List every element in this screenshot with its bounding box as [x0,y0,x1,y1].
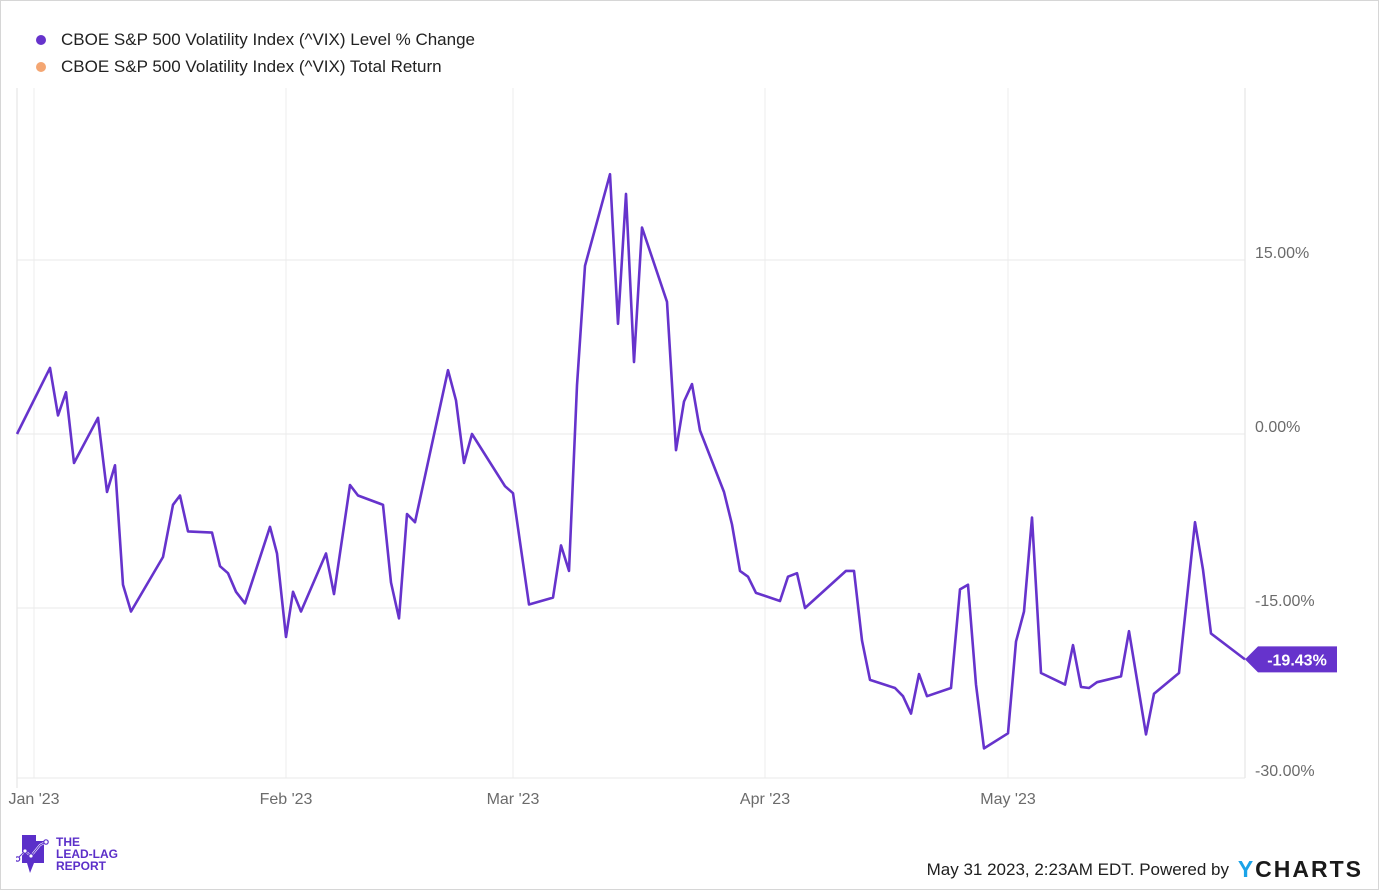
legend-dot-icon [36,34,46,45]
y-axis: 15.00% 0.00% -15.00% -30.00% [1255,245,1315,780]
legend-item-total-return[interactable]: CBOE S&P 500 Volatility Index (^VIX) Tot… [36,53,475,80]
y-tick-label: -15.00% [1255,593,1315,610]
legend-item-level-change[interactable]: CBOE S&P 500 Volatility Index (^VIX) Lev… [36,26,475,53]
x-tick-label: Feb '23 [260,791,313,808]
lead-lag-report-logo: THE LEAD-LAG REPORT [16,833,118,875]
legend-dot-icon [36,61,46,72]
series-line-level-change [15,172,1246,750]
x-tick-label: Apr '23 [740,791,790,808]
x-axis: Jan '23 Feb '23 Mar '23 Apr '23 May '23 [8,791,1035,808]
logo-text: THE LEAD-LAG REPORT [56,835,118,873]
x-tick-label: Jan '23 [8,791,59,808]
legend: CBOE S&P 500 Volatility Index (^VIX) Lev… [36,26,475,80]
ycharts-logo[interactable]: YCHARTS [1237,856,1363,882]
timestamp-text: May 31 2023, 2:23AM EDT. Powered by [926,860,1229,879]
last-value-label: -19.43% [1267,652,1327,669]
y-tick-label: 0.00% [1255,419,1300,436]
y-tick-label: -30.00% [1255,763,1315,780]
last-value-badge: -19.43% [1245,646,1337,673]
legend-label: CBOE S&P 500 Volatility Index (^VIX) Lev… [61,29,475,49]
gridlines [16,88,1246,788]
y-tick-label: 15.00% [1255,245,1309,262]
x-tick-label: Mar '23 [487,791,540,808]
lead-lag-map-icon [16,835,49,873]
legend-label: CBOE S&P 500 Volatility Index (^VIX) Tot… [61,56,442,76]
x-tick-label: May '23 [980,791,1036,808]
